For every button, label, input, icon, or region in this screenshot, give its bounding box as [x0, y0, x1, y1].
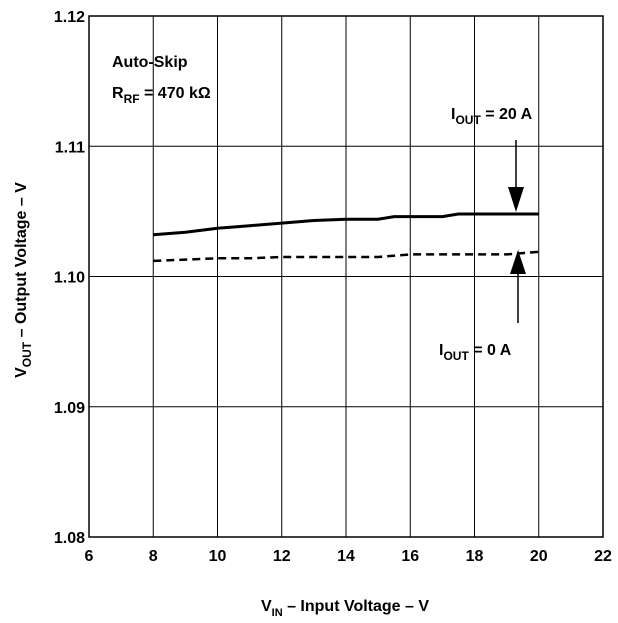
x-axis-label: VIN – Input Voltage – V	[261, 598, 429, 619]
arrow-20a	[508, 140, 524, 212]
x-tick-label: 6	[85, 548, 94, 565]
x-tick-label: 20	[530, 548, 548, 565]
arrow-0a	[510, 250, 526, 323]
plot-frame	[88, 15, 604, 538]
series-line-1	[153, 250, 539, 263]
x-tick-label: 18	[466, 548, 484, 565]
x-tick-label: 12	[273, 548, 291, 565]
series-label-0a: IOUT = 0 A	[439, 342, 512, 363]
annotation-rrf: RRF = 470 kΩ	[112, 85, 211, 106]
y-tick-label: 1.12	[54, 9, 85, 26]
series-line-0	[153, 212, 539, 237]
y-axis-label: VOUT – Output Voltage – V	[13, 182, 34, 378]
y-tick-label: 1.10	[54, 270, 85, 287]
x-tick-label: 14	[337, 548, 355, 565]
y-tick-label: 1.09	[54, 400, 85, 417]
x-tick-label: 22	[594, 548, 612, 565]
tick-labels: 6 8 10 12 14 16 18 20 22 1.08 1.09 1.10 1.11 1.12	[54, 9, 612, 565]
x-tick-label: 8	[149, 548, 158, 565]
y-tick-label: 1.08	[54, 530, 85, 547]
x-tick-label: 16	[401, 548, 419, 565]
grid	[89, 16, 603, 537]
series-group	[153, 212, 539, 263]
x-tick-label: 10	[209, 548, 227, 565]
series-label-20a: IOUT = 20 A	[451, 106, 533, 127]
y-tick-label: 1.11	[55, 139, 85, 156]
annotation-mode: Auto-Skip	[112, 54, 188, 71]
